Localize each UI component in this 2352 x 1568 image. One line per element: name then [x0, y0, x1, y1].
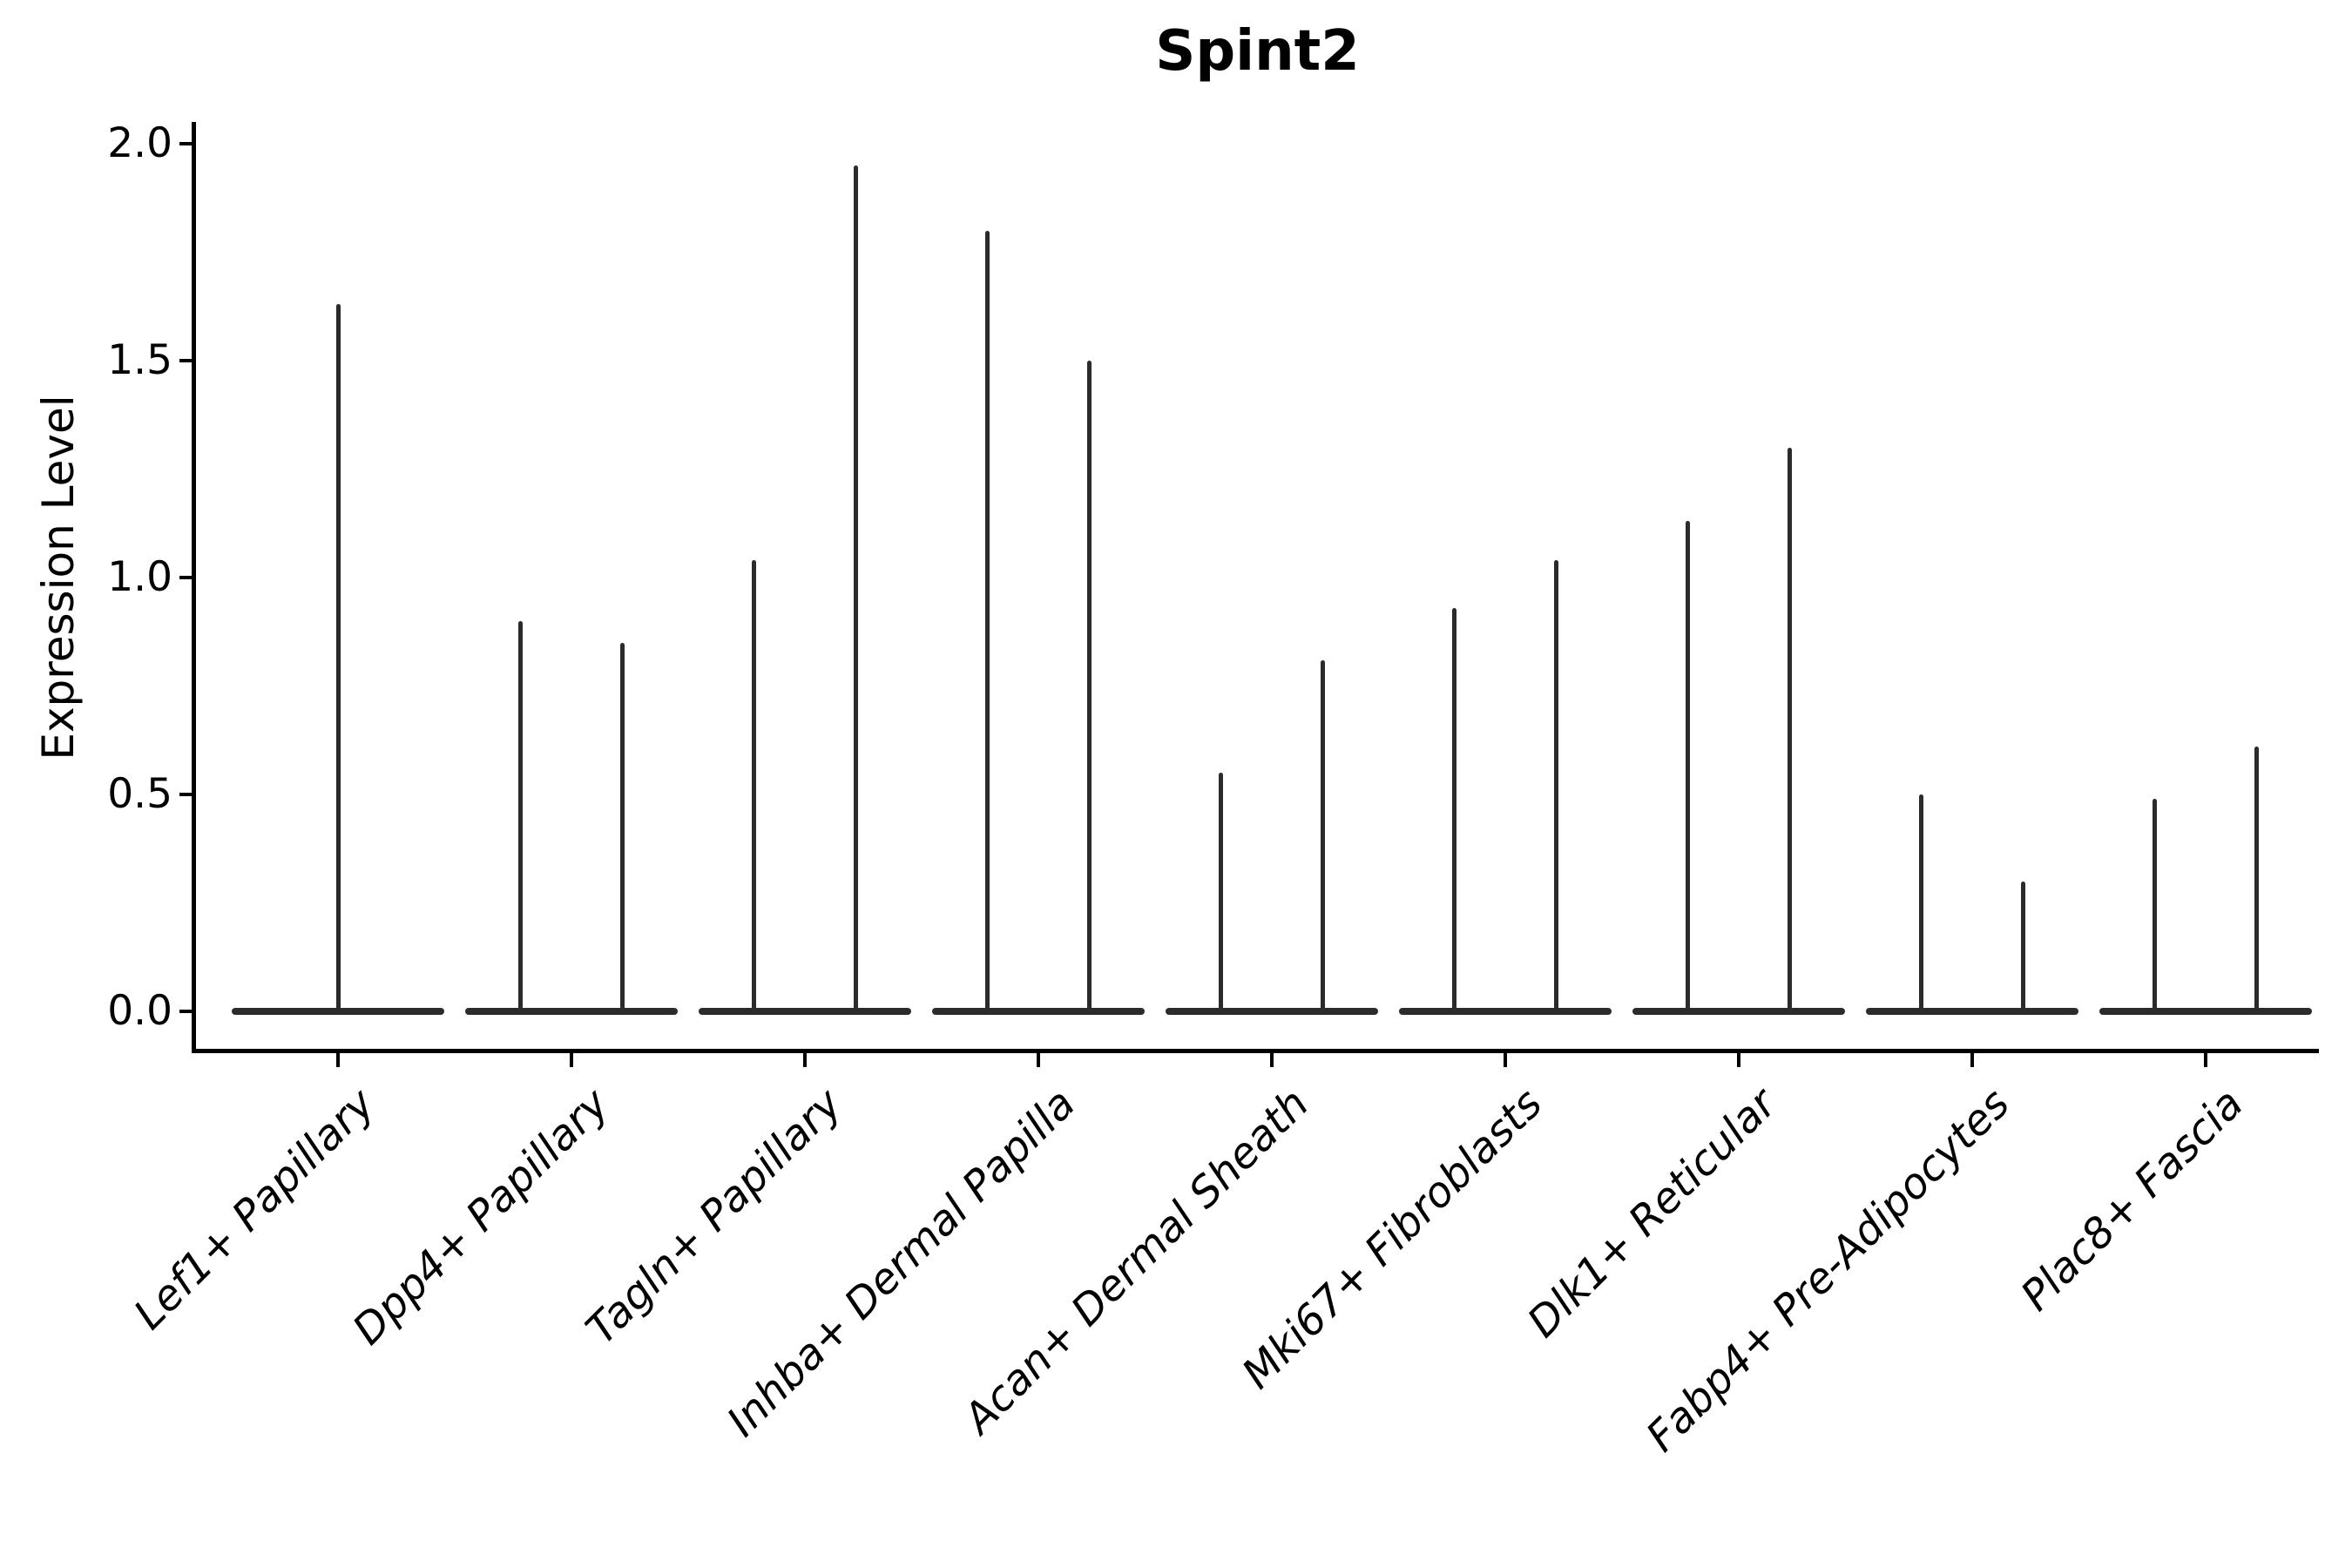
violin-spike: [1451, 607, 1456, 1015]
violin-spike: [2021, 881, 2026, 1015]
y-tick: [179, 142, 192, 145]
violin-spike: [335, 304, 341, 1015]
violin-baseline: [465, 1008, 678, 1015]
violin-spike: [517, 620, 523, 1015]
x-tick: [803, 1053, 807, 1067]
y-tick: [179, 359, 192, 362]
y-tick: [179, 576, 192, 579]
violin-baseline: [2099, 1008, 2312, 1015]
x-tick: [570, 1053, 573, 1067]
y-tick-label: 1.0: [107, 553, 172, 601]
x-axis-spine: [192, 1049, 2319, 1053]
violin-spike: [984, 230, 990, 1015]
violin-spike: [1554, 560, 1559, 1015]
x-tick-label: Dpp4+ Papillary: [343, 1079, 618, 1355]
violin-spike: [2254, 747, 2260, 1015]
x-tick-label: Plac8+ Fascia: [2011, 1079, 2253, 1321]
x-tick-label: Lef1+ Papillary: [125, 1079, 385, 1340]
violin-spike: [1918, 794, 1923, 1015]
y-tick: [179, 793, 192, 796]
violin-spike: [854, 165, 859, 1015]
y-tick: [179, 1010, 192, 1013]
violin-spike: [1321, 659, 1326, 1015]
violin-spike: [1788, 447, 1793, 1015]
violin-baseline: [1399, 1008, 1612, 1015]
violin-baseline: [932, 1008, 1145, 1015]
violin-baseline: [699, 1008, 911, 1015]
x-tick: [1737, 1053, 1740, 1067]
violin-baseline: [1632, 1008, 1845, 1015]
x-tick: [1504, 1053, 1507, 1067]
x-tick-label: Dlk1+ Reticular: [1517, 1079, 1786, 1348]
x-tick: [1270, 1053, 1274, 1067]
y-tick-label: 0.0: [107, 987, 172, 1035]
chart-title: Spint2: [1155, 19, 1360, 84]
violin-baseline: [1166, 1008, 1378, 1015]
violin-spike: [1685, 521, 1690, 1015]
violin-spike: [751, 560, 756, 1015]
x-tick-label: Tagln+ Papillary: [577, 1079, 852, 1355]
x-tick: [336, 1053, 340, 1067]
x-tick: [1970, 1053, 1974, 1067]
x-tick: [1037, 1053, 1040, 1067]
violin-spike: [620, 642, 625, 1015]
y-tick-label: 0.5: [107, 770, 172, 818]
y-axis-spine: [192, 122, 196, 1053]
violin-spike: [1087, 361, 1092, 1015]
y-tick-label: 2.0: [107, 119, 172, 167]
violin-baseline: [1866, 1008, 2078, 1015]
y-tick-label: 1.5: [107, 336, 172, 384]
violin-spike: [2152, 798, 2157, 1015]
violin-spike: [1218, 773, 1223, 1015]
x-tick: [2204, 1053, 2207, 1067]
